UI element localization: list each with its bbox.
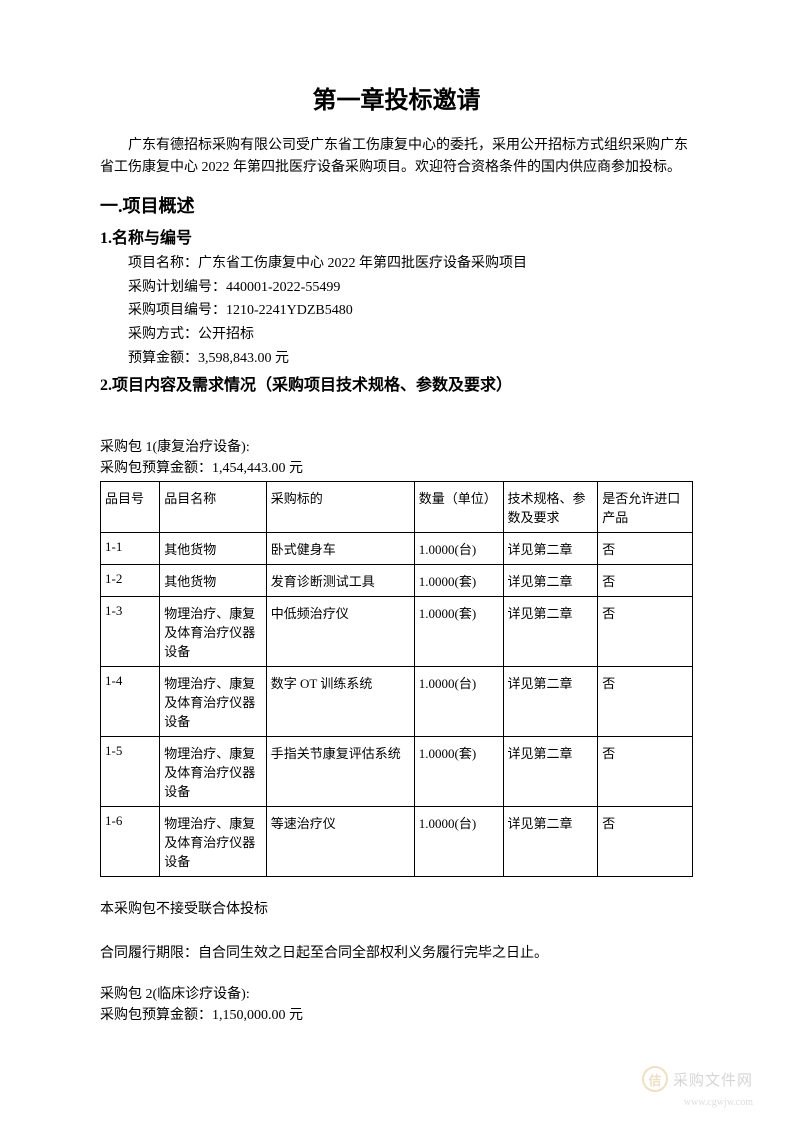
table-row: 1-4 物理治疗、康复及体育治疗仪器设备 数字 OT 训练系统 1.0000(台…	[101, 666, 693, 736]
th-item-no: 品目号	[101, 481, 160, 532]
item-no-value: 1210-2241YDZB5480	[226, 303, 353, 318]
cell-subject: 数字 OT 训练系统	[266, 666, 414, 736]
cell-spec: 详见第二章	[503, 736, 598, 806]
cell-spec: 详见第二章	[503, 666, 598, 736]
cell-subject: 等速治疗仪	[266, 806, 414, 876]
cell-quantity: 1.0000(台)	[414, 532, 503, 564]
cell-subject: 手指关节康复评估系统	[266, 736, 414, 806]
cell-item-no: 1-4	[101, 666, 160, 736]
th-spec: 技术规格、参数及要求	[503, 481, 598, 532]
package1-budget: 采购包预算金额：1,454,443.00 元	[100, 458, 693, 479]
watermark: 佶 采购文件网	[642, 1066, 753, 1092]
cell-item-name: 物理治疗、康复及体育治疗仪器设备	[160, 596, 267, 666]
cell-item-no: 1-5	[101, 736, 160, 806]
table-header-row: 品目号 品目名称 采购标的 数量（单位） 技术规格、参数及要求 是否允许进口产品	[101, 481, 693, 532]
cell-spec: 详见第二章	[503, 806, 598, 876]
no-consortium-note: 本采购包不接受联合体投标	[100, 899, 693, 921]
package2-title: 采购包 2(临床诊疗设备):	[100, 984, 693, 1005]
contract-period-note: 合同履行期限：自合同生效之日起至合同全部权利义务履行完毕之日止。	[100, 943, 693, 965]
cell-item-no: 1-6	[101, 806, 160, 876]
project-name-value: 广东省工伤康复中心 2022 年第四批医疗设备采购项目	[198, 256, 527, 271]
method-line: 采购方式：公开招标	[100, 323, 693, 347]
cell-quantity: 1.0000(台)	[414, 666, 503, 736]
cell-import: 否	[598, 564, 693, 596]
project-name-label: 项目名称：	[128, 256, 198, 271]
project-name-line: 项目名称：广东省工伤康复中心 2022 年第四批医疗设备采购项目	[100, 252, 693, 276]
document-page: 第一章投标邀请 广东有德招标采购有限公司受广东省工伤康复中心的委托，采用公开招标…	[0, 0, 793, 1066]
cell-quantity: 1.0000(台)	[414, 806, 503, 876]
cell-item-name: 物理治疗、康复及体育治疗仪器设备	[160, 736, 267, 806]
table-row: 1-3 物理治疗、康复及体育治疗仪器设备 中低频治疗仪 1.0000(套) 详见…	[101, 596, 693, 666]
cell-import: 否	[598, 666, 693, 736]
budget-label: 预算金额：	[128, 351, 198, 366]
watermark-url: www.cgwjw.com	[684, 1097, 753, 1108]
subsection-1-1-heading: 1.名称与编号	[100, 224, 693, 248]
method-value: 公开招标	[198, 327, 254, 342]
chapter-title: 第一章投标邀请	[100, 80, 693, 115]
cell-item-name: 其他货物	[160, 532, 267, 564]
cell-import: 否	[598, 736, 693, 806]
plan-no-value: 440001-2022-55499	[226, 280, 340, 295]
plan-no-line: 采购计划编号：440001-2022-55499	[100, 276, 693, 300]
package2-budget: 采购包预算金额：1,150,000.00 元	[100, 1005, 693, 1026]
cell-spec: 详见第二章	[503, 564, 598, 596]
cell-quantity: 1.0000(套)	[414, 736, 503, 806]
table-row: 1-1 其他货物 卧式健身车 1.0000(台) 详见第二章 否	[101, 532, 693, 564]
item-no-label: 采购项目编号：	[128, 303, 226, 318]
table-row: 1-6 物理治疗、康复及体育治疗仪器设备 等速治疗仪 1.0000(台) 详见第…	[101, 806, 693, 876]
package1-title: 采购包 1(康复治疗设备):	[100, 437, 693, 458]
cell-import: 否	[598, 532, 693, 564]
table-row: 1-2 其他货物 发育诊断测试工具 1.0000(套) 详见第二章 否	[101, 564, 693, 596]
cell-spec: 详见第二章	[503, 532, 598, 564]
cell-item-no: 1-2	[101, 564, 160, 596]
watermark-text: 采购文件网	[673, 1069, 753, 1090]
cell-spec: 详见第二章	[503, 596, 598, 666]
cell-item-name: 其他货物	[160, 564, 267, 596]
cell-import: 否	[598, 596, 693, 666]
subsection-1-2-heading: 2.项目内容及需求情况（采购项目技术规格、参数及要求）	[100, 371, 693, 395]
budget-value: 3,598,843.00 元	[198, 351, 289, 366]
th-item-name: 品目名称	[160, 481, 267, 532]
th-quantity: 数量（单位）	[414, 481, 503, 532]
cell-item-no: 1-3	[101, 596, 160, 666]
budget-line: 预算金额：3,598,843.00 元	[100, 347, 693, 371]
cell-item-name: 物理治疗、康复及体育治疗仪器设备	[160, 806, 267, 876]
section-1-heading: 一.项目概述	[100, 192, 693, 218]
package1-table: 品目号 品目名称 采购标的 数量（单位） 技术规格、参数及要求 是否允许进口产品…	[100, 481, 693, 877]
cell-subject: 卧式健身车	[266, 532, 414, 564]
cell-item-name: 物理治疗、康复及体育治疗仪器设备	[160, 666, 267, 736]
table-row: 1-5 物理治疗、康复及体育治疗仪器设备 手指关节康复评估系统 1.0000(套…	[101, 736, 693, 806]
th-subject: 采购标的	[266, 481, 414, 532]
cell-import: 否	[598, 806, 693, 876]
cell-subject: 中低频治疗仪	[266, 596, 414, 666]
th-import: 是否允许进口产品	[598, 481, 693, 532]
intro-paragraph: 广东有德招标采购有限公司受广东省工伤康复中心的委托，采用公开招标方式组织采购广东…	[100, 135, 693, 180]
cell-quantity: 1.0000(套)	[414, 596, 503, 666]
item-no-line: 采购项目编号：1210-2241YDZB5480	[100, 299, 693, 323]
plan-no-label: 采购计划编号：	[128, 280, 226, 295]
cell-quantity: 1.0000(套)	[414, 564, 503, 596]
method-label: 采购方式：	[128, 327, 198, 342]
watermark-icon: 佶	[642, 1066, 668, 1092]
cell-item-no: 1-1	[101, 532, 160, 564]
cell-subject: 发育诊断测试工具	[266, 564, 414, 596]
